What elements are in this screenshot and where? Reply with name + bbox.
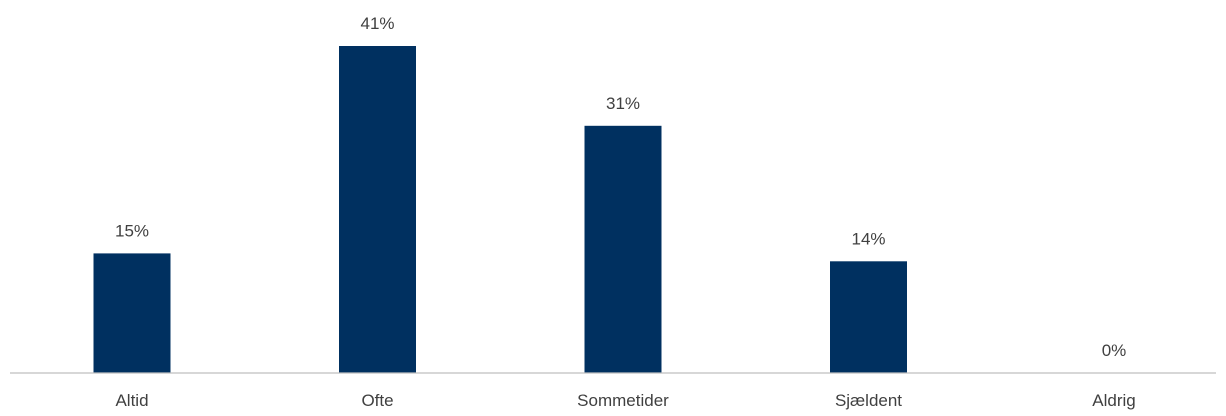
data-label-sommetider: 31%: [606, 94, 640, 113]
data-labels-layer: 15% 41% 31% 14% 0%: [115, 14, 1126, 360]
data-label-ofte: 41%: [360, 14, 394, 33]
category-label-aldrig: Aldrig: [1092, 391, 1135, 410]
bar-altid: [93, 253, 171, 373]
data-label-aldrig: 0%: [1102, 341, 1127, 360]
data-label-sj-ldent: 14%: [851, 229, 885, 248]
category-labels-layer: Altid Ofte Sommetider Sjældent Aldrig: [115, 391, 1135, 410]
bar-ofte: [339, 46, 416, 373]
bar-sj-ldent: [830, 261, 907, 373]
category-label-sj-ldent: Sjældent: [835, 391, 902, 410]
data-label-altid: 15%: [115, 221, 149, 240]
category-label-altid: Altid: [115, 391, 148, 410]
category-label-ofte: Ofte: [361, 391, 393, 410]
category-label-sommetider: Sommetider: [577, 391, 669, 410]
bars-layer: [93, 46, 907, 373]
bar-sommetider: [584, 125, 662, 373]
